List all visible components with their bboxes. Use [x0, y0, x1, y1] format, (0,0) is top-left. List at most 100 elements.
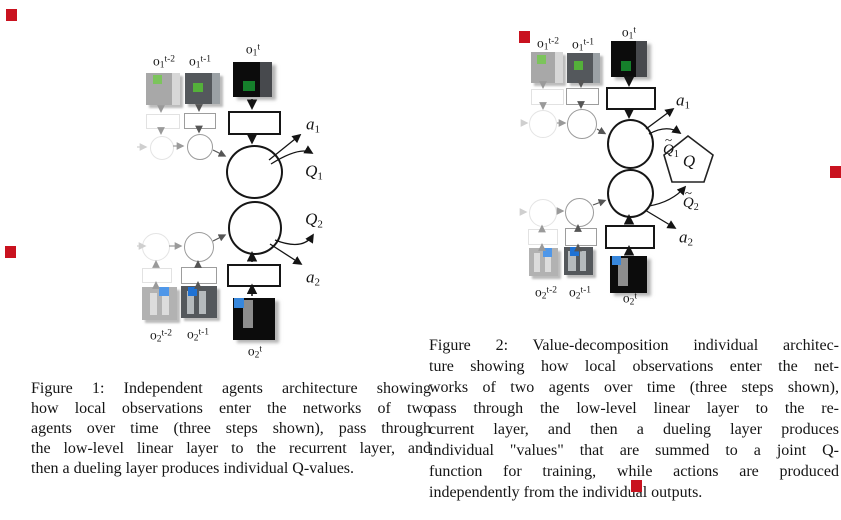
fig1-agent2-linear-t2 — [142, 268, 172, 283]
green-target-square — [574, 61, 583, 70]
obs-column — [162, 293, 169, 315]
fig1-q1-label: Q1 — [305, 161, 323, 183]
fig2-caption-line: works of two agents over time (three ste… — [429, 379, 839, 396]
fig2-linear-layer-t1 — [566, 88, 599, 105]
fig1-label-o2-t1: o2t-1 — [186, 326, 210, 344]
fig2-joint-q-label: Q — [682, 151, 696, 171]
fig1-caption-line: the low-level linear layer to the recurr… — [31, 440, 431, 457]
blue-target-square — [570, 247, 579, 256]
fig1-linear-layer-t2 — [146, 114, 180, 129]
blue-target-square — [543, 248, 552, 257]
fig2-caption-line: function for training, while actions are… — [429, 463, 839, 480]
fig2-caption-line: pass through the low-level linear layer … — [429, 400, 839, 417]
fig1-caption-line: then a dueling layer produces individual… — [31, 460, 355, 477]
fig2-agent2-linear-t1 — [565, 228, 597, 246]
fig2-label-o2-t2: o2t-2 — [534, 284, 558, 302]
fig2-recurrent-t — [607, 119, 654, 169]
obs-column — [187, 291, 194, 314]
red-marker — [6, 9, 17, 21]
fig2-label-o2-t: o2t — [622, 290, 638, 308]
obs-strip — [636, 41, 647, 77]
fig2-action-a1-label: a1 — [676, 90, 690, 112]
obs-column — [150, 293, 157, 315]
obs-strip — [260, 62, 272, 97]
fig1-action-a2-label: a2 — [306, 267, 320, 289]
red-marker — [5, 246, 16, 258]
fig2-label-o2-t1: o2t-1 — [568, 284, 592, 302]
fig1-obs-o1-t1-image — [185, 73, 220, 104]
fig2-agent2-recurrent-t2 — [529, 199, 557, 227]
fig2-linear-layer-t — [606, 87, 656, 110]
fig2-agent2-recurrent-t — [607, 169, 654, 218]
fig2-label-o1-t1: o1t-1 — [571, 36, 595, 54]
obs-column — [618, 258, 628, 286]
fig1-action-a1-label: a1 — [306, 114, 320, 136]
red-marker — [830, 166, 841, 178]
fig1-agent2-recurrent-t1 — [184, 232, 214, 262]
blue-target-square — [159, 287, 169, 296]
tilde-mark: ~ — [684, 185, 692, 200]
fig1-label-o1-t1: o1t-1 — [188, 53, 212, 71]
fig2-caption-line: individual "values" that are summed to a… — [429, 442, 839, 459]
obs-column — [580, 251, 586, 271]
blue-target-square — [188, 287, 197, 296]
fig1-recurrent-t2 — [150, 136, 174, 160]
fig1-label-o2-t2: o2t-2 — [149, 327, 173, 345]
fig1-obs-o1-t-image — [233, 62, 272, 97]
fig1-caption: Figure 1: Independent agents architectur… — [31, 379, 431, 479]
fig1-caption-line: agents over time (three steps shown), pa… — [31, 420, 431, 437]
fig1-linear-layer-t1 — [184, 113, 216, 129]
green-target-square — [537, 55, 546, 64]
green-target-square — [621, 61, 631, 71]
obs-column — [243, 300, 253, 328]
fig1-agent2-recurrent-t — [228, 201, 282, 255]
red-marker — [631, 480, 642, 492]
obs-column — [534, 253, 540, 272]
fig2-obs-o2-t1-image — [564, 247, 593, 275]
fig1-recurrent-t — [226, 145, 283, 199]
fig2-caption-line: Figure 2: Value-decomposition individual… — [429, 337, 839, 354]
fig1-caption-line: Figure 1: Independent agents architectur… — [31, 380, 431, 397]
green-target-square — [153, 75, 162, 84]
fig2-qtilde1-label: ~ Q1 — [663, 132, 679, 160]
fig1-agent2-linear-t1 — [181, 267, 217, 284]
obs-strip — [555, 52, 563, 83]
fig1-obs-o2-t2-image — [142, 287, 177, 320]
fig2-agent2-linear-t — [605, 225, 655, 249]
fig1-linear-layer-t — [228, 111, 281, 135]
fig2-obs-o1-t1-image — [567, 53, 600, 83]
fig1-recurrent-t1 — [187, 134, 213, 160]
fig2-caption: Figure 2: Value-decomposition individual… — [429, 335, 839, 503]
fig1-agent2-recurrent-t2 — [142, 233, 170, 261]
fig2-label-o1-t: o1t — [621, 24, 637, 42]
obs-strip — [593, 53, 600, 83]
fig1-agent2-linear-t — [227, 264, 281, 287]
fig1-caption-line: how local observations enter the network… — [31, 400, 431, 417]
fig1-label-o1-t2: o1t-2 — [152, 53, 176, 71]
fig2-obs-o2-t-image — [610, 256, 647, 293]
obs-strip — [172, 73, 180, 105]
obs-column — [545, 253, 551, 272]
blue-target-square — [612, 256, 621, 265]
obs-column — [199, 291, 206, 314]
fig2-agent2-recurrent-t1 — [565, 198, 594, 227]
fig2-caption-line: current layer, and then a dueling layer … — [429, 421, 839, 438]
fig1-obs-o1-t2-image — [146, 73, 180, 105]
fig1-obs-o2-t-image — [233, 298, 275, 340]
fig2-obs-o1-t2-image — [531, 52, 563, 83]
green-target-square — [243, 81, 255, 91]
fig2-recurrent-t2 — [529, 110, 557, 138]
fig1-obs-o2-t1-image — [181, 286, 217, 318]
fig1-q2-label: Q2 — [305, 209, 323, 231]
fig2-action-a2-label: a2 — [679, 227, 693, 249]
green-target-square — [193, 83, 203, 92]
fig2-obs-o2-t2-image — [529, 248, 558, 276]
fig2-obs-o1-t-image — [611, 41, 647, 77]
obs-strip — [212, 73, 220, 104]
tilde-mark: ~ — [665, 132, 673, 147]
fig2-label-o1-t2: o1t-2 — [536, 35, 560, 53]
fig1-label-o2-t: o2t — [247, 343, 263, 361]
blue-target-square — [234, 298, 244, 308]
red-marker — [519, 31, 530, 43]
